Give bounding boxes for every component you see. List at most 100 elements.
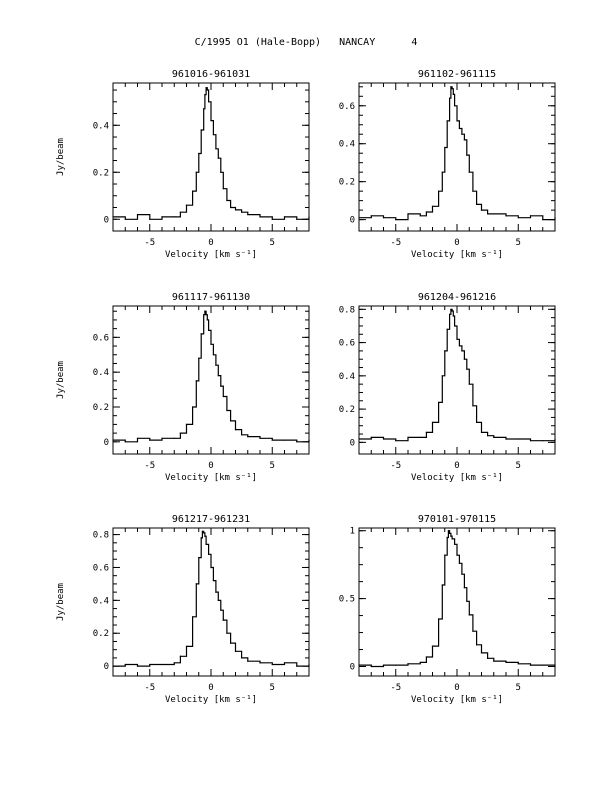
data-point [215,591,217,593]
x-tick-label: -5 [144,461,155,471]
data-point [226,199,228,202]
data-point [480,431,483,433]
data-point [296,665,298,667]
data-point [230,420,232,422]
data-point [234,650,237,652]
data-point [466,368,468,370]
x-tick-label: 0 [454,683,459,693]
spectrum-line [113,310,310,443]
data-point [370,665,372,668]
data-point [463,139,465,141]
data-point [476,644,478,646]
panel-title: 970101-970115 [418,514,496,525]
data-point [407,213,409,215]
data-point [308,663,310,666]
data-point [112,216,114,218]
y-axis-label: Jy/beam [56,583,66,621]
y-tick-label: 0.8 [339,305,355,315]
data-point [207,101,210,103]
data-point [204,535,206,537]
data-point [419,661,421,664]
data-point [271,663,273,666]
data-point [283,216,286,218]
data-point [210,566,212,569]
data-point [210,343,212,345]
spectrum-line [113,87,310,220]
data-point [370,215,372,217]
data-point [395,440,397,442]
y-tick-label: 0 [104,662,109,672]
spectrum-line [359,86,556,221]
y-tick-label: 0.6 [93,563,109,573]
x-tick-label: -5 [390,461,401,471]
data-point [222,619,224,621]
x-tick-label: 5 [516,461,521,471]
data-point [149,439,151,441]
data-point [468,383,470,385]
data-point [234,209,237,211]
data-point [453,105,456,107]
data-point [419,215,421,217]
data-point [472,405,474,407]
y-tick-label: 0 [104,215,109,225]
data-point [192,616,194,618]
data-point [207,329,210,331]
x-axis-label: Velocity [km s⁻¹] [165,473,257,483]
data-point [259,662,261,664]
data-point [441,584,443,586]
data-point [201,530,204,532]
data-point [226,632,228,634]
data-point [358,217,360,219]
x-axis-label: Velocity [km s⁻¹] [165,250,257,260]
data-point [438,190,440,192]
data-point [222,188,224,190]
spectrum-panel-3: 961117-961130 -5 0 5 0 0.2 0.4 0.6 Velocity [km … [56,292,310,483]
data-point [204,94,206,96]
x-tick-label: -5 [144,238,155,248]
data-point [452,315,454,317]
data-point [161,437,163,439]
data-point [203,108,205,110]
x-tick-label: 5 [516,683,521,693]
data-point [185,204,188,206]
panel-title: 961102-961115 [418,69,496,80]
plot-frame [358,82,556,232]
data-point [200,333,202,335]
x-axis-label: Velocity [km s⁻¹] [411,250,503,260]
x-tick-label: 0 [208,683,213,693]
data-point [554,665,556,668]
data-point [198,557,200,559]
data-point [308,439,310,441]
data-point [173,216,175,218]
data-point [542,440,544,442]
data-point [136,665,139,667]
y-tick-label: 0.2 [93,629,109,639]
x-axis-label: Velocity [km s⁻¹] [165,695,257,705]
data-point [480,652,483,654]
data-point [451,538,453,540]
data-point [283,439,286,441]
data-point [476,203,478,206]
data-point [222,395,224,398]
data-point [203,532,205,534]
data-point [453,543,456,545]
data-point [203,314,205,316]
data-point [259,216,261,218]
data-point [198,357,200,359]
data-point [308,216,310,218]
data-point [220,609,222,611]
data-point [472,630,474,632]
data-point [271,439,273,441]
data-point [487,435,489,437]
data-point [449,532,451,535]
data-point [461,133,463,135]
data-point [382,217,385,219]
spectrum-line [113,530,310,667]
data-point [444,554,446,556]
panel-title: 961117-961130 [172,292,250,303]
data-point [505,215,507,217]
data-point [220,385,222,387]
x-tick-label: 0 [454,461,459,471]
data-point [179,211,181,213]
